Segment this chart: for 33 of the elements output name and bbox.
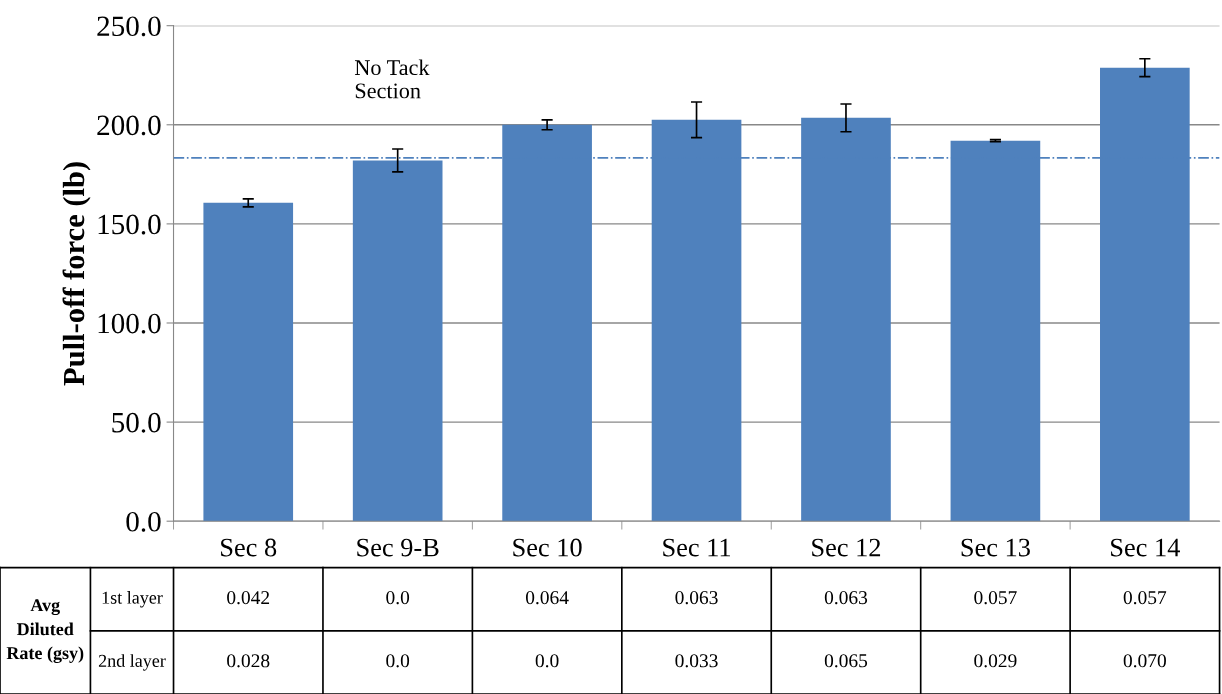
text: 0.042 (227, 591, 270, 605)
category-label: 1st layer (102, 591, 163, 608)
y-tick-label: 200.0 (97, 115, 161, 136)
y-tick-label: 250.0 (97, 16, 161, 37)
text: 0.028 (227, 654, 270, 668)
y-tick-label: 100.0 (98, 313, 161, 334)
annotation: No Tack Section (354, 59, 430, 99)
x-tick-label: Sec 13 (961, 538, 1030, 557)
x-tick-label: Sec 8 (221, 538, 277, 557)
text: 0.029 (974, 654, 1017, 668)
text: 0.033 (675, 654, 718, 668)
text: 0.064 (525, 591, 569, 605)
text: 0.0 (535, 654, 559, 668)
y-axis-title: Pull-off force (lb) (62, 162, 91, 386)
text: 0.065 (824, 654, 868, 668)
y-tick-label: 150.0 (98, 214, 161, 235)
text: 0.063 (675, 591, 718, 605)
text: 0.0 (386, 654, 410, 668)
category-label: 2nd layer (98, 654, 166, 671)
y-tick-label: 0.0 (126, 511, 161, 532)
bar (203, 202, 294, 522)
x-tick-label: Sec 12 (812, 538, 881, 557)
x-tick-label: Sec 10 (513, 538, 582, 557)
text: 0.0 (386, 591, 410, 605)
text: 0.063 (824, 591, 868, 605)
x-tick-label: Sec 14 (1111, 538, 1180, 557)
y-tick-label: 50.0 (112, 412, 161, 433)
text: 0.057 (974, 591, 1017, 605)
text: Avg Diluted Rate (gsy) (6, 599, 84, 663)
x-tick-label: Sec 9-B (357, 538, 439, 557)
x-tick-label: Sec 11 (663, 538, 730, 557)
text: 0.057 (1123, 591, 1167, 605)
text: 0.070 (1123, 654, 1166, 668)
